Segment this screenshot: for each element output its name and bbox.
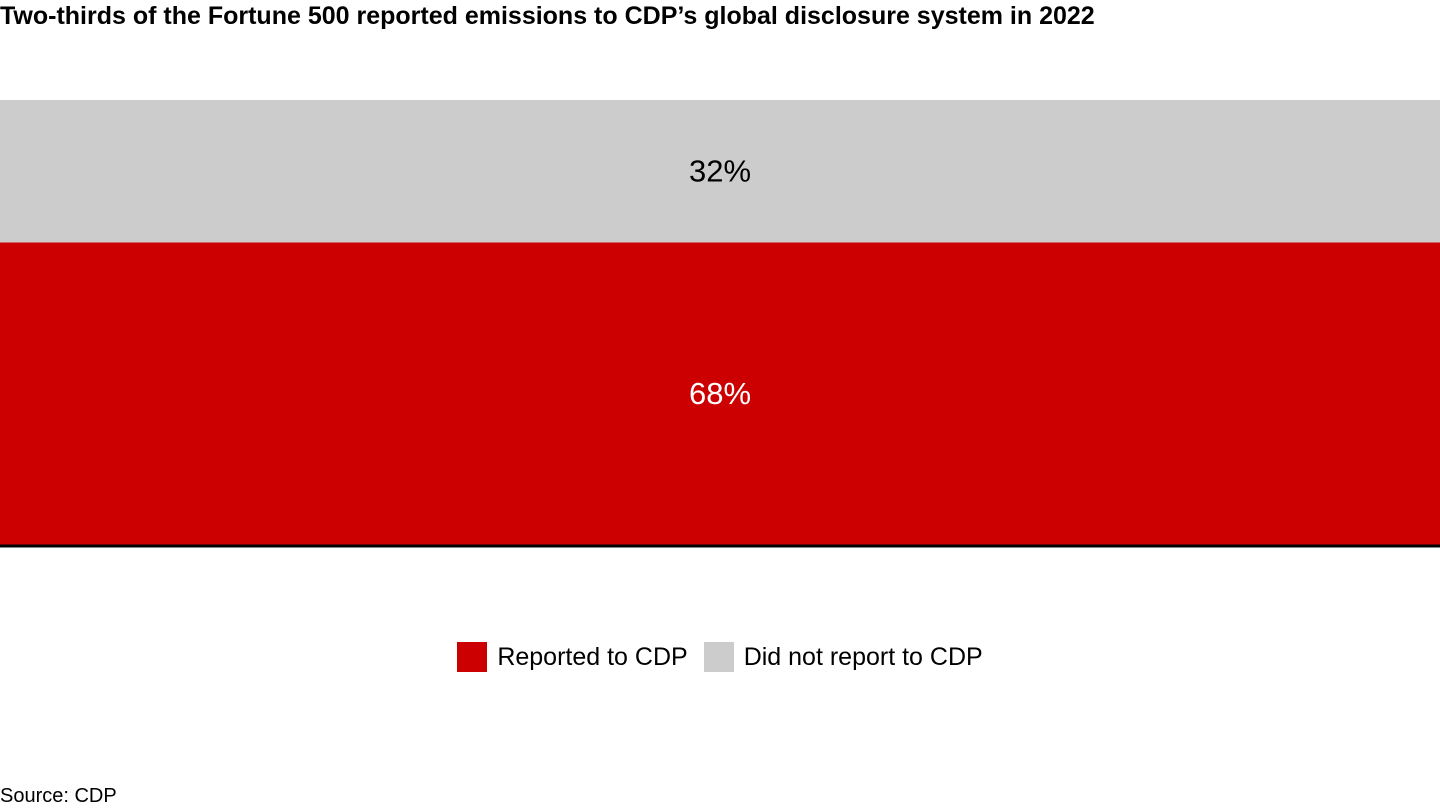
bar-segment-not-reported	[0, 100, 1440, 243]
source-note: Source: CDP	[0, 785, 117, 807]
bar-segment-reported	[0, 242, 1440, 545]
legend-item-not-reported: Did not report to CDP	[703, 642, 983, 672]
legend-swatch-not-reported	[703, 642, 734, 672]
legend: Reported to CDP Did not report to CDP	[0, 642, 1440, 672]
data-label-not-reported: 32%	[689, 154, 751, 189]
data-label-reported: 68%	[689, 376, 751, 411]
legend-label-reported: Reported to CDP	[497, 642, 688, 671]
legend-label-not-reported: Did not report to CDP	[743, 642, 983, 671]
legend-item-reported: Reported to CDP	[457, 642, 688, 672]
legend-swatch-reported	[457, 642, 488, 672]
chart-title: Two-thirds of the Fortune 500 reported e…	[0, 2, 1095, 30]
